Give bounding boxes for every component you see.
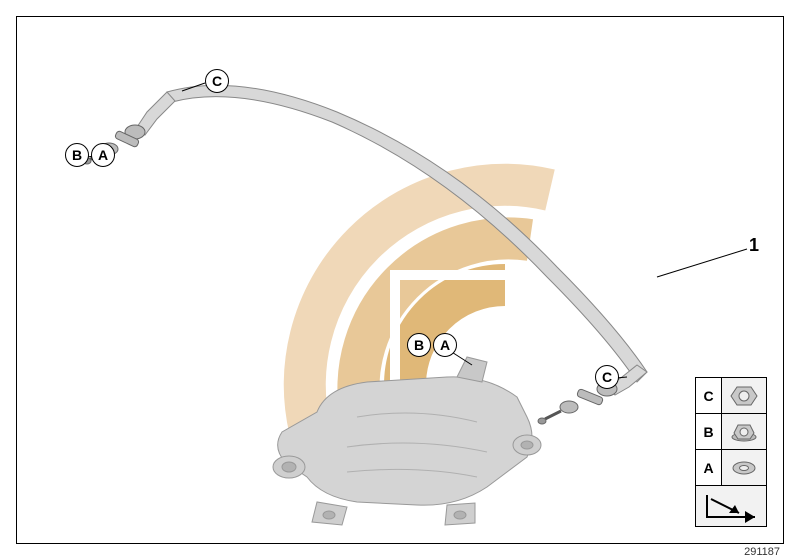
callout-B-right: B: [407, 333, 431, 357]
callout-C-right: C: [595, 365, 619, 389]
item-number-1: 1: [749, 235, 759, 256]
reference-number: 291187: [744, 546, 780, 558]
callout-B-left: B: [65, 143, 89, 167]
legend-row-b: B: [696, 414, 766, 450]
diagram-frame: B A C B A C 1 C B: [16, 16, 784, 544]
legend-row-a: A: [696, 450, 766, 486]
legend: C B A: [695, 377, 767, 527]
legend-letter-c: C: [696, 378, 722, 413]
callout-A-left: A: [91, 143, 115, 167]
legend-icon-flange-nut: [722, 414, 766, 449]
legend-letter-a: A: [696, 450, 722, 485]
parts-illustration: [17, 17, 785, 545]
legend-letter-b: B: [696, 414, 722, 449]
legend-row-arrow: [696, 486, 766, 526]
legend-icon-arrow: [696, 486, 766, 526]
legend-icon-hex-nut: [722, 378, 766, 413]
legend-icon-washer: [722, 450, 766, 485]
callout-A-right: A: [433, 333, 457, 357]
legend-row-c: C: [696, 378, 766, 414]
callout-C-left: C: [205, 69, 229, 93]
